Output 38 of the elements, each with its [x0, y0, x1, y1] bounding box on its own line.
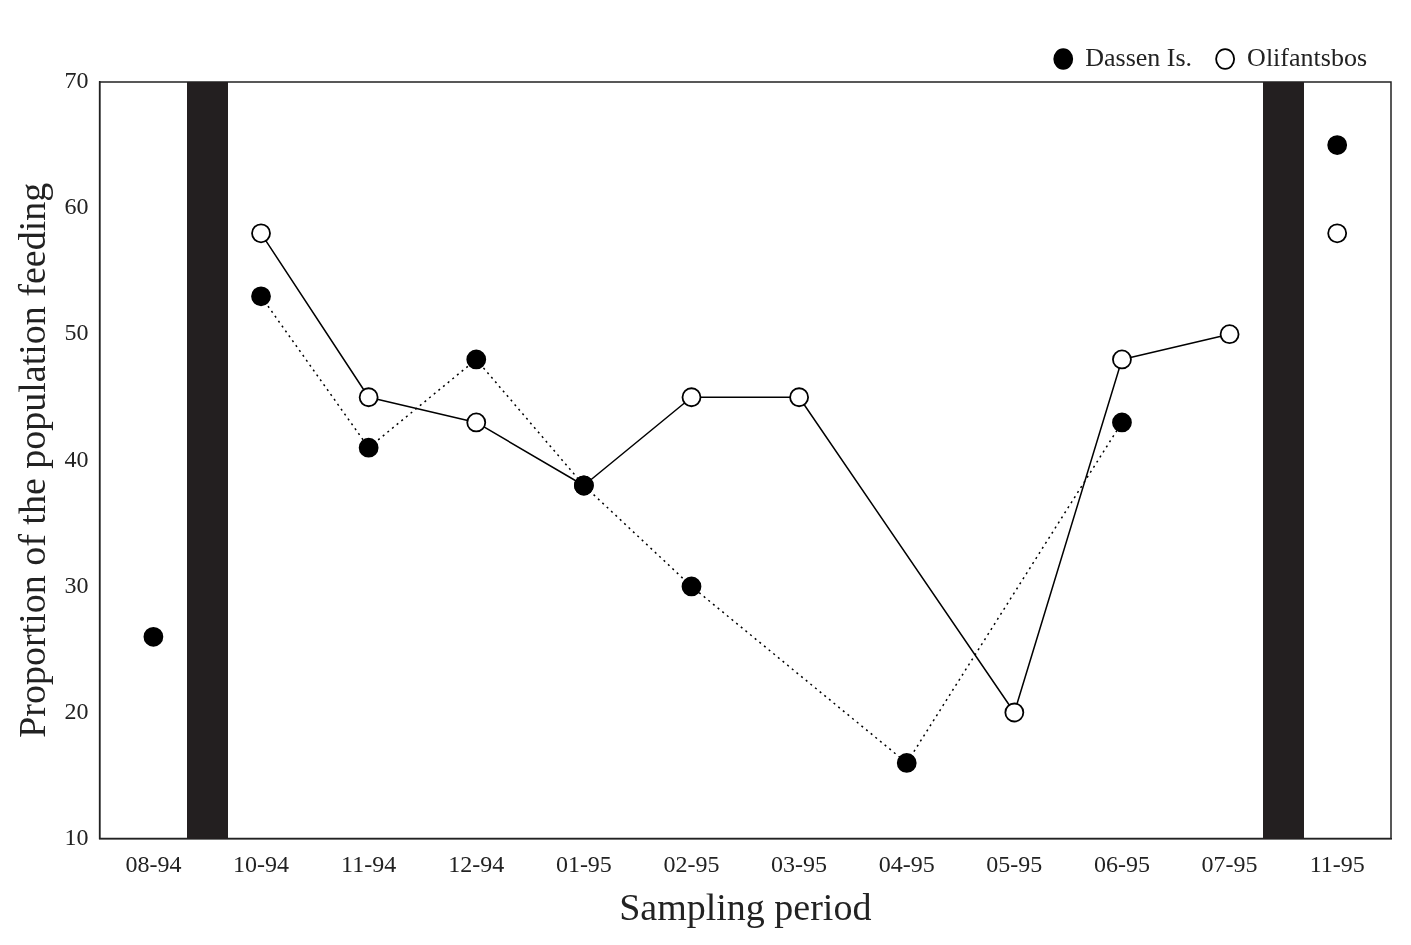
x-tick-label: 12-94 [448, 851, 505, 878]
y-tick-label: 20 [64, 697, 89, 724]
y-tick-label: 10 [64, 823, 89, 850]
y-tick-label: 30 [64, 571, 89, 598]
x-tick-label: 08-94 [125, 851, 182, 878]
point [251, 223, 271, 244]
point [466, 412, 487, 433]
point [789, 387, 810, 408]
point [358, 437, 379, 458]
x-tick-label: 03-95 [771, 851, 828, 878]
x-tick-label: 04-95 [878, 851, 935, 878]
point [143, 626, 164, 647]
x-tick-label: 11-94 [341, 851, 397, 878]
x-tick-label: 11-95 [1309, 851, 1365, 878]
point [1112, 349, 1132, 370]
point [466, 349, 487, 370]
x-tick-label: 07-95 [1201, 851, 1258, 878]
x-tick-label: 02-95 [663, 851, 720, 878]
point [896, 753, 917, 773]
x-tick-label: 01-95 [555, 851, 612, 878]
legend-label: Dassen Is. [1085, 42, 1193, 72]
point [681, 576, 702, 597]
point [681, 387, 702, 408]
point [1219, 324, 1240, 345]
y-tick-label: 40 [64, 445, 89, 472]
y-axis-title: Proportion of the population feeding [10, 182, 53, 738]
point [1112, 412, 1132, 433]
x-tick-label: 10-94 [233, 851, 290, 878]
y-tick-label: 60 [64, 193, 89, 220]
x-tick-label: 05-95 [986, 851, 1043, 878]
point [251, 286, 271, 307]
legend-label: Olifantsbos [1247, 42, 1368, 72]
x-tick-label: 06-95 [1093, 851, 1150, 878]
x-axis-title: Sampling period [619, 886, 872, 929]
point [358, 387, 379, 408]
point [1004, 702, 1025, 723]
y-tick-label: 70 [64, 67, 89, 94]
y-tick-label: 50 [64, 319, 89, 346]
